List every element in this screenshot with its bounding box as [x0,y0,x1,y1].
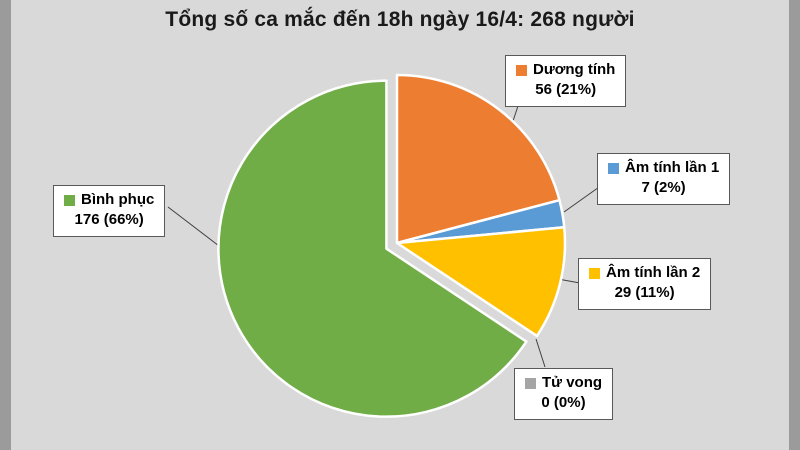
legend-binh-phuc: Bình phục 176 (66%) [53,185,166,237]
am-tinh-lan-1-marker-icon [608,162,619,174]
left-edge-strip [0,0,11,450]
duong-tinh-marker-icon [516,64,527,76]
legend-value: 0 (0%) [541,394,586,412]
legend-value: 29 (11%) [614,284,675,302]
pie-slice-2 [395,226,567,338]
legend-duong-tinh: Dương tính 56 (21%) [505,55,627,107]
leader-line [535,338,546,368]
legend-label: Âm tính lần 1 [625,159,720,176]
am-tinh-lan-2-marker-icon [589,267,600,279]
legend-value: 56 (21%) [535,81,597,99]
binh-phuc-marker-icon [64,194,75,206]
chart-title: Tổng số ca mắc đến 18h ngày 16/4: 268 ng… [165,8,635,31]
tu-vong-marker-icon [525,377,536,389]
legend-label: Âm tính lần 2 [606,264,701,281]
pie-slice-4 [217,79,528,418]
legend-am-tinh-lan-2: Âm tính lần 2 29 (11%) [578,258,712,310]
legend-label: Bình phục [81,191,155,208]
legend-value: 7 (2%) [641,179,686,197]
legend-label: Tử vong [542,374,603,391]
legend-label: Dương tính [533,61,616,78]
legend-tu-vong: Tử vong 0 (0%) [514,368,614,420]
legend-value: 176 (66%) [74,211,144,229]
pie-slice-0 [395,73,561,245]
legend-am-tinh-lan-1: Âm tính lần 1 7 (2%) [597,153,731,205]
right-edge-strip [789,0,800,450]
